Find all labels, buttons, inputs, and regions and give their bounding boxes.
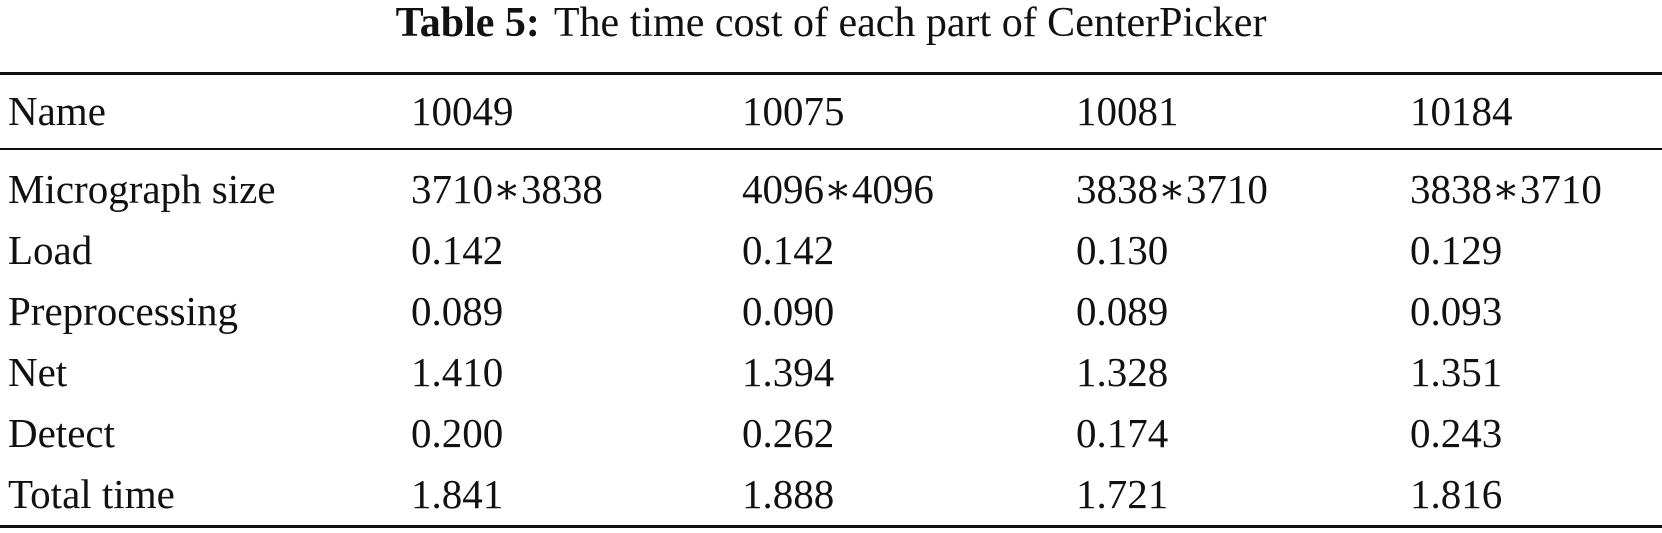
row-label: Detect: [8, 410, 115, 456]
caption-text: The time cost of each part of CenterPick…: [553, 0, 1267, 46]
table-cell: 1.841: [411, 471, 504, 517]
table-cell: 1.888: [742, 471, 835, 517]
header-cell: 10049: [411, 88, 514, 134]
table-cell: 0.142: [411, 227, 504, 273]
row-label: Micrograph size: [8, 166, 276, 212]
table-cell: 3710∗3838: [411, 166, 603, 212]
table-cell: 4096∗4096: [742, 166, 934, 212]
table-cell: 0.129: [1410, 227, 1503, 273]
table-cell: 3838∗3710: [1410, 166, 1602, 212]
table-cell: 0.243: [1410, 410, 1503, 456]
row-label: Load: [8, 227, 93, 273]
caption-label: Table 5:: [395, 0, 540, 46]
table-cell: 0.093: [1410, 288, 1503, 334]
row-label: Net: [8, 349, 68, 395]
header-cell: 10184: [1410, 88, 1513, 134]
table-cell: 0.142: [742, 227, 835, 273]
header-cell: 10075: [742, 88, 845, 134]
header-cell: 10081: [1076, 88, 1179, 134]
row-label: Preprocessing: [8, 288, 239, 334]
table-cell: 0.130: [1076, 227, 1169, 273]
table-cell: 1.351: [1410, 349, 1503, 395]
table-cell: 0.089: [411, 288, 504, 334]
table-cell: 0.174: [1076, 410, 1169, 456]
mid-rule: [0, 148, 1662, 150]
table-cell: 0.089: [1076, 288, 1169, 334]
table-caption: Table 5: The time cost of each part of Ce…: [0, 0, 1662, 46]
row-label: Total time: [8, 471, 175, 517]
table-cell: 1.410: [411, 349, 504, 395]
table-cell: 1.328: [1076, 349, 1169, 395]
bottom-rule: [0, 525, 1662, 528]
top-rule: [0, 72, 1662, 75]
table-cell: 0.200: [411, 410, 504, 456]
table-cell: 0.262: [742, 410, 835, 456]
table-cell: 0.090: [742, 288, 835, 334]
table-cell: 1.721: [1076, 471, 1169, 517]
table-cell: 1.394: [742, 349, 835, 395]
table-cell: 3838∗3710: [1076, 166, 1268, 212]
header-cell: Name: [8, 88, 106, 134]
table-cell: 1.816: [1410, 471, 1503, 517]
